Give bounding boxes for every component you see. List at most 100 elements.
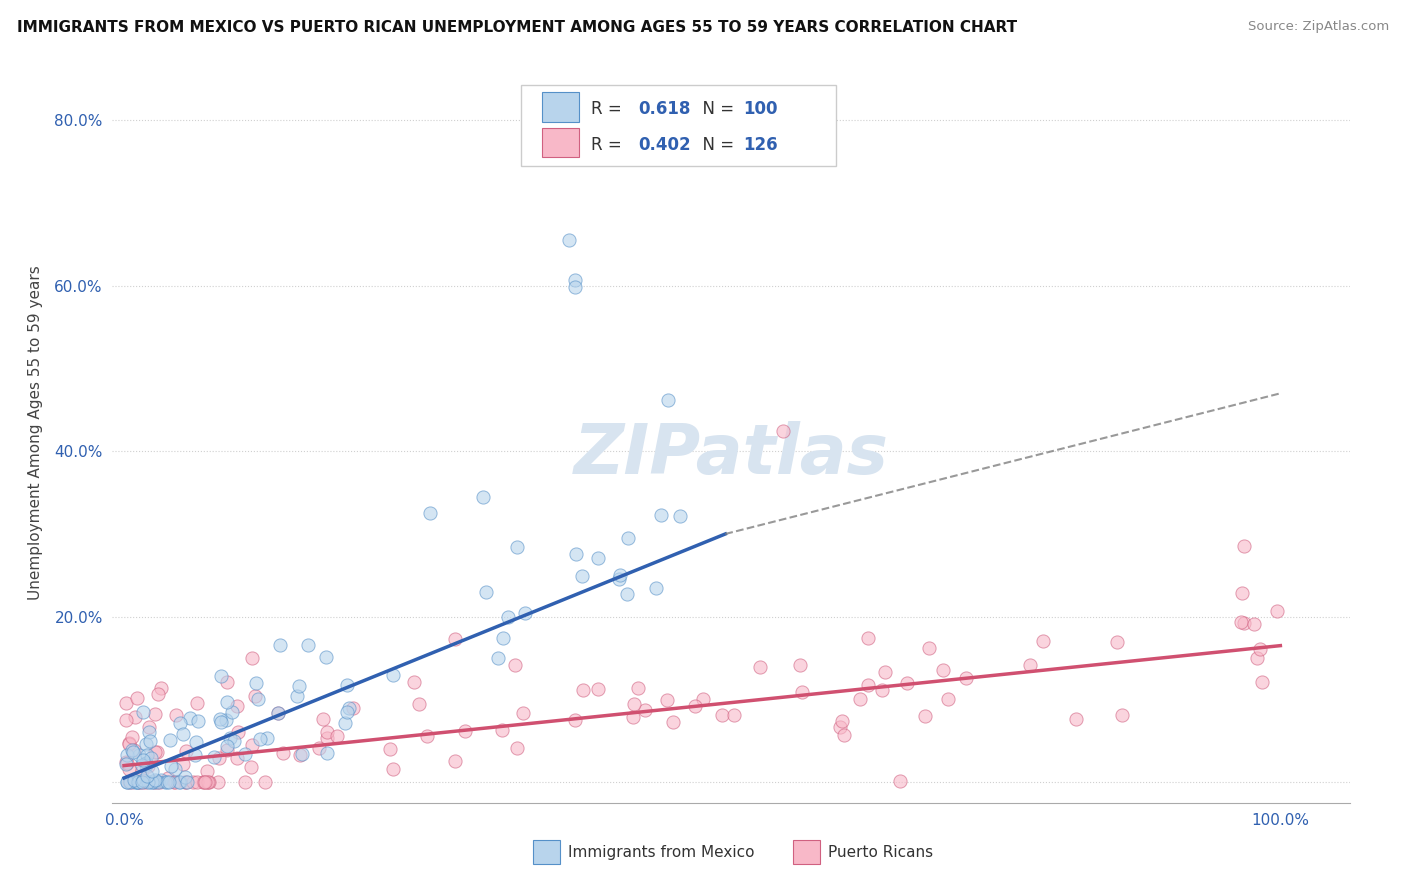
Point [122,772,145,787]
Point [226,725,249,739]
Point [454,724,477,739]
Text: 126: 126 [744,136,778,153]
Point [121,775,143,789]
Point [136,759,159,773]
Point [149,681,172,696]
Point [256,731,278,746]
Point [125,691,148,706]
Point [710,707,733,722]
Point [127,775,149,789]
Point [623,698,645,712]
Point [607,572,630,586]
Point [132,706,155,720]
Point [115,775,138,789]
Point [127,775,149,789]
Point [143,745,166,759]
Point [145,775,167,789]
Point [132,773,155,788]
Point [914,709,936,723]
Point [1233,539,1256,553]
FancyBboxPatch shape [520,85,837,166]
Point [657,392,679,407]
Point [1105,635,1128,649]
Point [471,490,494,504]
Point [285,690,308,704]
Point [138,775,160,789]
Point [135,756,157,770]
Point [790,685,813,699]
Point [209,714,232,729]
Point [650,508,672,523]
Point [179,711,201,725]
Point [1111,707,1133,722]
Point [143,775,166,789]
Point [217,739,239,753]
Point [156,771,179,785]
Point [565,547,588,561]
Point [172,756,194,771]
Point [233,775,256,789]
Point [1032,633,1054,648]
Point [186,696,208,710]
Point [491,631,513,645]
Point [118,736,141,750]
Point [169,715,191,730]
Point [221,705,243,719]
Point [873,665,896,680]
Point [645,581,668,595]
Point [194,775,217,789]
Point [830,720,852,734]
FancyBboxPatch shape [541,128,579,157]
Point [222,734,245,748]
Point [131,764,153,778]
Text: N =: N = [692,136,740,153]
Point [149,775,172,789]
Point [138,775,160,789]
FancyBboxPatch shape [541,92,579,121]
Point [1230,615,1253,629]
Point [444,632,467,646]
Point [288,679,311,693]
Point [333,716,356,731]
Point [136,747,159,762]
Point [315,649,337,664]
Point [242,738,264,752]
Point [308,740,330,755]
Point [197,775,219,789]
Point [1265,604,1288,618]
Point [655,693,678,707]
Point [138,720,160,734]
Point [129,775,152,789]
Point [128,748,150,763]
Point [267,706,290,721]
Point [132,775,155,789]
Point [124,709,146,723]
Point [245,676,267,690]
Point [1019,658,1042,673]
Point [169,775,191,789]
Point [772,424,794,438]
Point [208,712,231,726]
Point [1230,586,1253,600]
Point [1249,642,1271,657]
Point [215,743,238,757]
Point [235,747,257,762]
Point [505,658,527,673]
Point [419,506,441,520]
Point [512,706,534,720]
Point [336,706,359,720]
Point [491,723,513,738]
Point [723,708,745,723]
FancyBboxPatch shape [533,840,561,863]
Point [668,508,690,523]
Point [336,678,359,692]
Point [831,714,853,729]
Point [267,706,290,721]
Point [165,707,187,722]
Point [217,674,239,689]
Point [609,568,631,582]
Point [118,762,141,776]
Point [156,775,179,789]
Point [115,756,138,770]
Point [692,692,714,706]
